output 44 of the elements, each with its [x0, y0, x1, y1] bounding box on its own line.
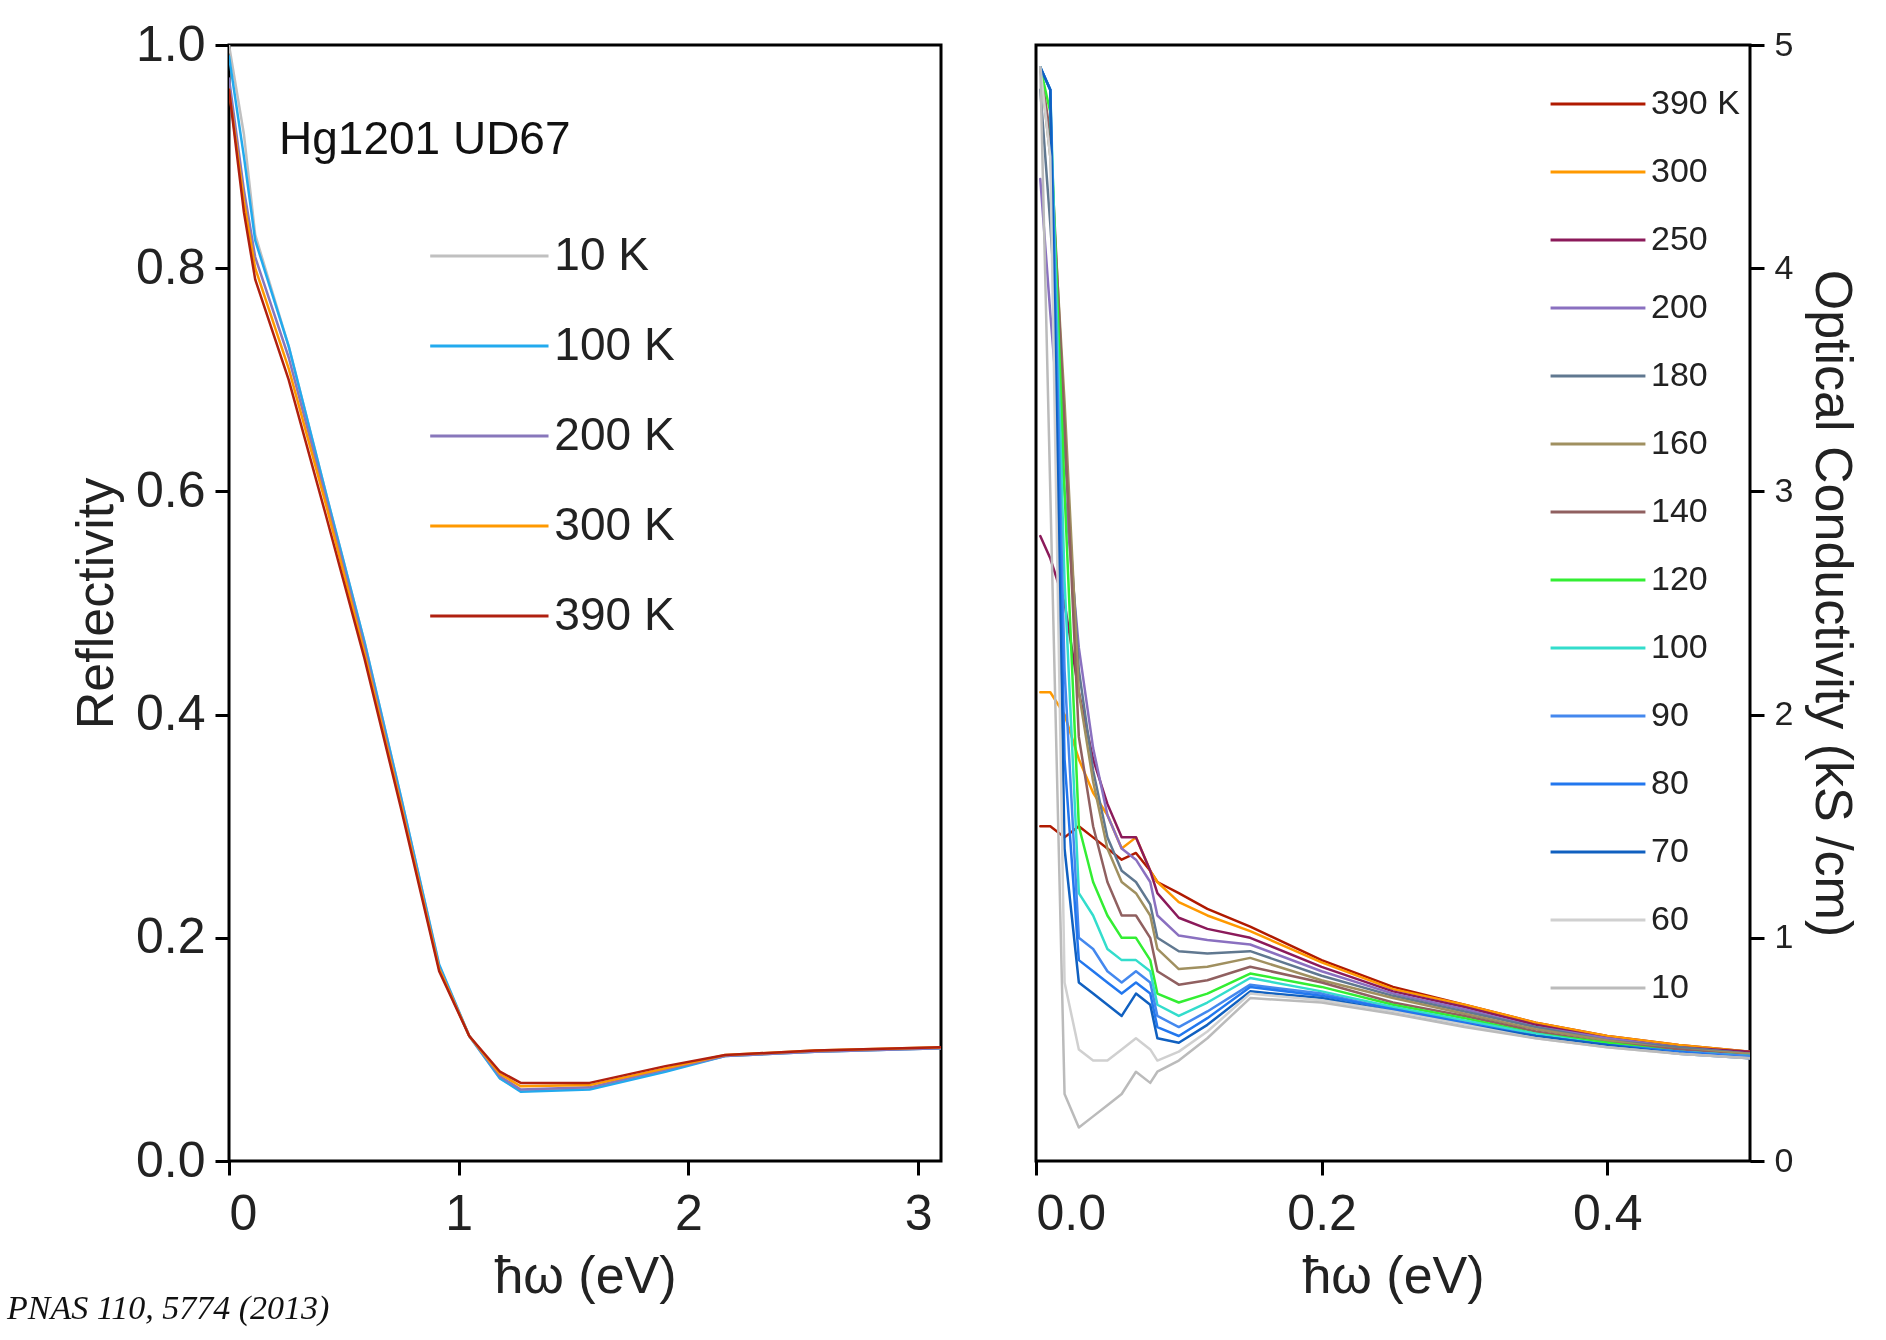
- y-tick-label: 0.6: [135, 461, 206, 518]
- y-axis-title: Reflectivity: [65, 477, 124, 730]
- legend-label: 250: [1651, 219, 1708, 257]
- y2-tick-label: 3: [1774, 470, 1794, 509]
- x-axis-title: ħω (eV): [494, 1245, 677, 1304]
- x-axis-title: ħω (eV): [1302, 1245, 1485, 1304]
- legend-label: 80: [1651, 763, 1689, 801]
- legend-label: 200 K: [554, 408, 675, 460]
- x-tick-label: 0.2: [1287, 1184, 1357, 1241]
- legend-label: 390 K: [1651, 83, 1741, 121]
- y2-tick-label: 2: [1774, 694, 1794, 733]
- legend-label: 390 K: [554, 588, 675, 640]
- y-tick-label: 0.8: [135, 238, 206, 295]
- legend-label: 200: [1651, 287, 1708, 325]
- legend-label: 180: [1651, 355, 1708, 393]
- y2-tick-label: 0: [1774, 1140, 1794, 1179]
- text: PNAS 110, 5774 (2013): [6, 1289, 330, 1327]
- legend-label: 10: [1651, 967, 1689, 1005]
- legend-label: 120: [1651, 559, 1708, 597]
- legend-label: 70: [1651, 831, 1689, 869]
- legend-label: 100 K: [554, 318, 675, 370]
- legend-label: 90: [1651, 695, 1689, 733]
- y-tick-label: 0.4: [135, 685, 206, 742]
- x-tick-label: 0: [229, 1184, 258, 1241]
- x-tick-label: 0.4: [1572, 1184, 1643, 1241]
- legend-label: 300 K: [554, 498, 675, 550]
- y-tick-label: 1.0: [135, 15, 206, 72]
- y-tick-label: 0.2: [135, 908, 206, 965]
- y2-axis-title: Optical Conductivity (kS /cm): [1805, 269, 1864, 938]
- y2-tick-label: 4: [1774, 247, 1794, 286]
- legend-label: 100: [1651, 627, 1708, 665]
- y2-tick-label: 1: [1774, 917, 1794, 956]
- legend-label: 10 K: [554, 228, 650, 280]
- legend-label: 140: [1651, 491, 1708, 529]
- x-tick-label: 2: [674, 1184, 703, 1241]
- legend-label: 300: [1651, 151, 1708, 189]
- legend-label: 160: [1651, 423, 1708, 461]
- legend-label: 60: [1651, 899, 1689, 937]
- x-tick-label: 0.0: [1036, 1184, 1107, 1241]
- x-tick-label: 1: [445, 1184, 474, 1241]
- y-tick-label: 0.0: [135, 1131, 206, 1188]
- y2-tick-label: 5: [1774, 24, 1794, 63]
- x-tick-label: 3: [904, 1184, 933, 1241]
- annotation: Hg1201 UD67: [279, 112, 571, 164]
